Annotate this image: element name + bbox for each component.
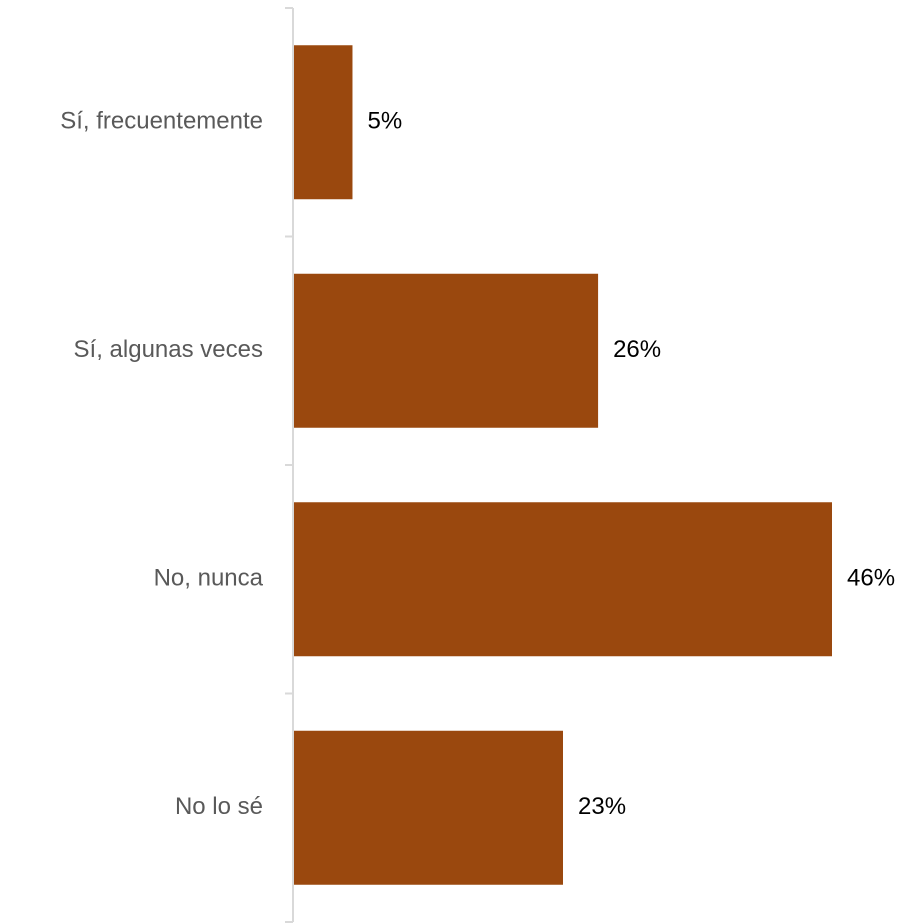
bar bbox=[294, 730, 563, 885]
bar bbox=[294, 273, 599, 428]
bar bbox=[294, 502, 832, 657]
value-label: 26% bbox=[613, 336, 661, 363]
value-label: 46% bbox=[847, 565, 895, 592]
value-label: 23% bbox=[578, 793, 626, 820]
category-label: Sí, frecuentemente bbox=[60, 108, 263, 135]
value-labels: 5% 26% 46% 23% bbox=[367, 108, 895, 821]
category-label: Sí, algunas veces bbox=[74, 336, 263, 363]
category-label: No, nunca bbox=[154, 565, 264, 592]
value-label: 5% bbox=[367, 108, 402, 135]
bar bbox=[294, 45, 353, 200]
category-label: No lo sé bbox=[175, 793, 263, 820]
bars-group bbox=[294, 45, 832, 885]
axis-ticks bbox=[285, 7, 293, 923]
category-labels: Sí, frecuentemente Sí, algunas veces No, n… bbox=[60, 108, 263, 821]
